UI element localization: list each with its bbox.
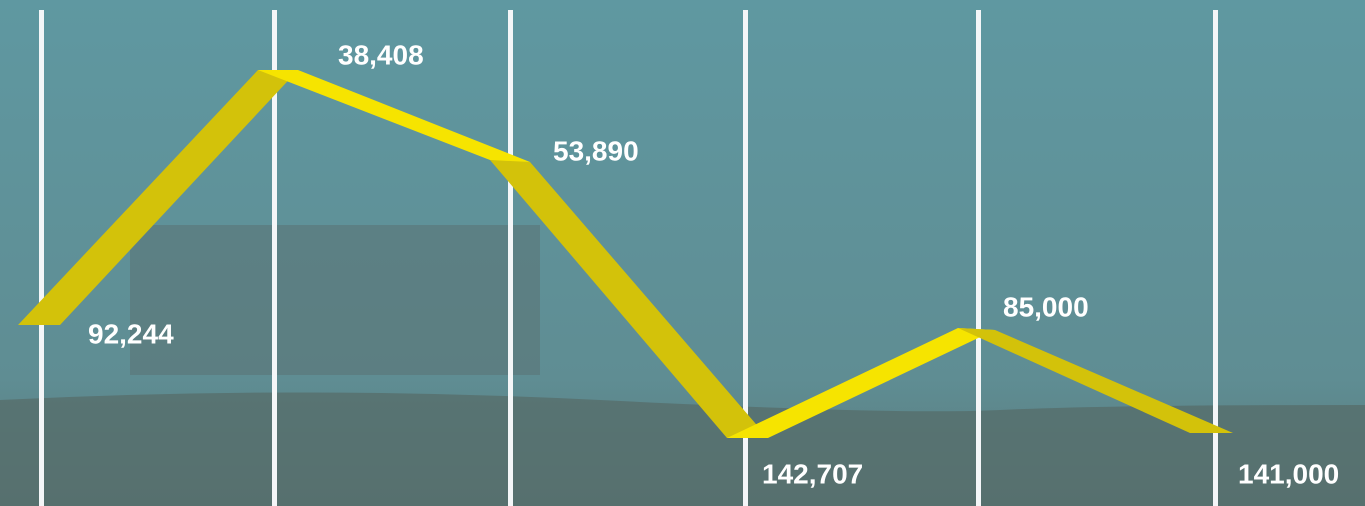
- divider: [508, 10, 513, 506]
- infographic: 92,244 38,408 53,890 142,707 85,000 141,…: [0, 0, 1365, 506]
- trailer-silhouette: [130, 225, 540, 375]
- value-label: 141,000: [1238, 458, 1339, 489]
- divider: [39, 10, 44, 506]
- divider: [976, 10, 981, 506]
- value-label: 38,408: [338, 39, 424, 70]
- value-label: 92,244: [88, 318, 174, 349]
- value-label: 85,000: [1003, 291, 1089, 322]
- value-label: 53,890: [553, 135, 639, 166]
- value-label: 142,707: [762, 458, 863, 489]
- page: 92,244 38,408 53,890 142,707 85,000 141,…: [0, 0, 1365, 506]
